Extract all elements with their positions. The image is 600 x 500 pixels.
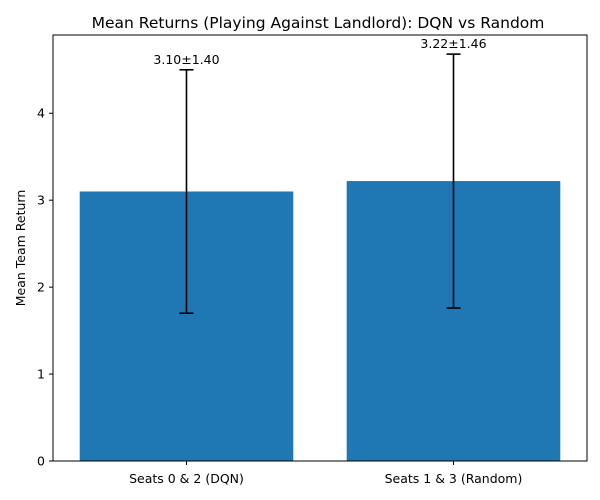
data-label: 3.22±1.46: [420, 36, 486, 51]
chart-title: Mean Returns (Playing Against Landlord):…: [92, 14, 545, 32]
x-tick-label: Seats 1 & 3 (Random): [385, 471, 523, 486]
y-axis-label: Mean Team Return: [13, 190, 28, 307]
y-tick-label: 1: [37, 367, 45, 382]
plot-area: 3.10±1.40 Seats 0 & 2 (DQN) 3.22±1.46 Seats…: [37, 34, 588, 486]
y-tick-label: 3: [37, 193, 45, 208]
x-tick-label: Seats 0 & 2 (DQN): [129, 471, 244, 486]
y-tick-label: 4: [37, 106, 45, 121]
data-label: 3.10±1.40: [153, 52, 219, 67]
y-tick-label: 2: [37, 280, 45, 295]
axes-frame: [52, 34, 588, 462]
y-tick-label: 0: [37, 454, 45, 469]
